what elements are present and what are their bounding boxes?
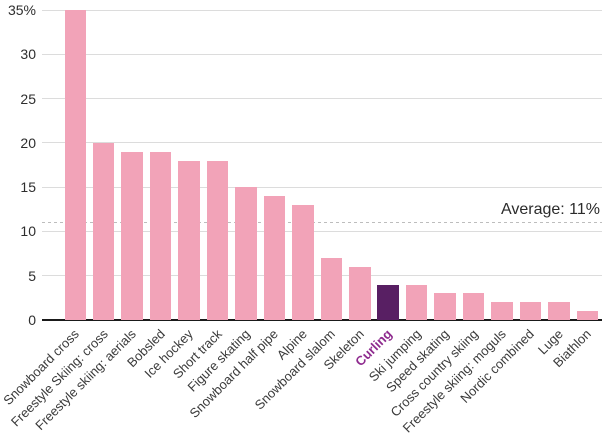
y-axis-tick-label: 25 [20, 90, 36, 107]
gridline [42, 230, 602, 232]
bar [263, 196, 286, 320]
bar [178, 160, 200, 320]
y-axis-tick-label: 15 [20, 179, 36, 196]
gridline [42, 142, 602, 144]
average-label: Average: 11% [500, 200, 600, 218]
y-axis-tick-label: 0 [28, 312, 36, 328]
gridline [42, 186, 602, 188]
plot-area: Average: 11% [42, 9, 602, 321]
bar [64, 10, 86, 320]
bar-highlight [377, 284, 399, 320]
bar [206, 160, 229, 320]
bar [235, 187, 257, 320]
y-axis-tick-label: 30 [20, 46, 36, 63]
y-axis-tick-label: 20 [20, 134, 36, 151]
bar [462, 293, 485, 320]
bar [519, 302, 542, 320]
bar [92, 142, 115, 320]
bar [349, 266, 371, 320]
average-line [42, 221, 602, 223]
bar [320, 258, 343, 320]
bar [548, 302, 570, 320]
y-axis-tick-label: 35% [7, 2, 36, 18]
bar [149, 151, 172, 320]
bar [121, 151, 143, 320]
bar [576, 311, 599, 320]
bar [292, 204, 314, 320]
x-axis-line [42, 319, 602, 321]
bar [405, 284, 428, 320]
y-axis-tick-label: 5 [28, 267, 36, 284]
gridline [42, 98, 602, 100]
y-axis-tick-label: 10 [20, 223, 36, 240]
gridline [42, 9, 602, 11]
bar [491, 302, 513, 320]
gridline [42, 53, 602, 55]
bar [434, 293, 456, 320]
